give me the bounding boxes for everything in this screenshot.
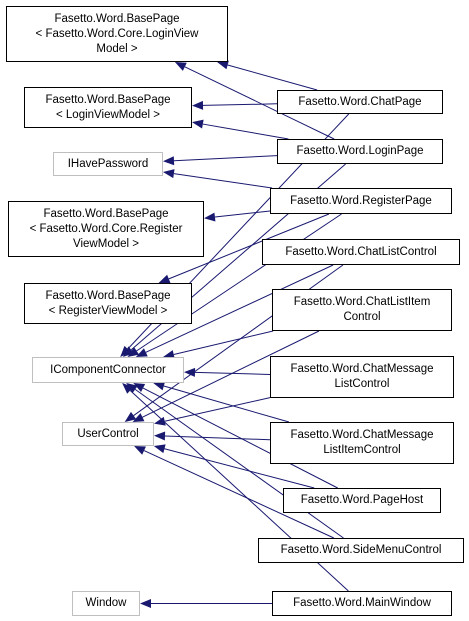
inheritance-edge <box>134 388 344 539</box>
node-label-line: Control <box>343 311 381 323</box>
node-label-line: < RegisterViewModel > <box>48 304 168 317</box>
node-label-line: ListControl <box>334 378 390 390</box>
node-loginpage[interactable]: Fasetto.Word.LoginPage <box>277 139 443 164</box>
node-label-line: Fasetto.Word.BasePage <box>45 289 171 302</box>
node-label-line: Fasetto.Word.MainWindow <box>293 597 431 609</box>
node-chatpage[interactable]: Fasetto.Word.ChatPage <box>277 90 443 114</box>
node-pagehost[interactable]: Fasetto.Word.PageHost <box>283 488 441 513</box>
edge-arrowhead <box>192 119 204 129</box>
node-basepage-loginviewmodel[interactable]: Fasetto.Word.BasePage < LoginViewModel > <box>24 87 192 128</box>
node-label-line: Fasetto.Word.ChatPage <box>298 95 422 108</box>
inheritance-edge <box>173 155 278 162</box>
edge-arrowhead <box>127 347 140 357</box>
node-label-line: < Fasetto.Word.Core.LoginView <box>35 27 199 40</box>
node-chatmessagelistitemcontrol[interactable]: Fasetto.Word.ChatMessage ListItemControl <box>270 422 454 464</box>
node-label-line: < Fasetto.Word.Core.Register <box>29 222 183 235</box>
edge-arrowhead <box>217 60 229 70</box>
node-label-line: UserControl <box>77 427 139 440</box>
node-basepage-core-loginviewmodel[interactable]: Fasetto.Word.BasePage < Fasetto.Word.Cor… <box>6 6 228 62</box>
inheritance-edge <box>184 66 335 140</box>
edge-arrowhead <box>153 381 166 391</box>
node-label-line: Fasetto.Word.ChatListItem <box>293 296 431 308</box>
inheritance-edge <box>194 371 271 375</box>
inheritance-edge <box>214 210 271 218</box>
node-label-line: Fasetto.Word.SideMenuControl <box>280 544 442 556</box>
node-label-line: IHavePassword <box>67 157 149 170</box>
node-icomponentconnector[interactable]: IComponentConnector <box>32 357 184 383</box>
edge-arrowhead <box>124 411 137 422</box>
inheritance-edge <box>202 123 289 140</box>
inheritance-edge <box>202 103 278 106</box>
inheritance-edge <box>173 173 273 189</box>
inheritance-edge <box>227 64 318 91</box>
node-label-line: Fasetto.Word.BasePage <box>54 12 180 25</box>
inheritance-edge <box>142 387 338 489</box>
inheritance-edge <box>145 264 334 353</box>
edge-arrowhead <box>154 416 166 426</box>
edge-arrowhead <box>163 156 175 166</box>
edge-arrowhead <box>132 413 145 422</box>
inheritance-edge <box>164 397 271 422</box>
node-label-line: < LoginViewModel > <box>56 108 160 121</box>
node-registerpage[interactable]: Fasetto.Word.RegisterPage <box>270 188 452 214</box>
edge-arrowhead <box>133 383 146 393</box>
node-label-line: ListItemControl <box>323 444 401 456</box>
node-label-line: Fasetto.Word.ChatListControl <box>285 245 437 258</box>
node-label-line: ViewModel > <box>73 237 139 250</box>
edge-arrowhead <box>120 345 132 357</box>
node-basepage-core-registerviewmodel[interactable]: Fasetto.Word.BasePage < Fasetto.Word.Cor… <box>8 201 204 257</box>
edge-arrowhead <box>204 212 216 222</box>
node-sidemenucontrol[interactable]: Fasetto.Word.SideMenuControl <box>258 538 464 563</box>
edge-arrowhead <box>154 431 166 441</box>
edge-arrowhead <box>158 274 171 284</box>
node-chatmessagelistcontrol[interactable]: Fasetto.Word.ChatMessage ListControl <box>270 356 454 398</box>
inheritance-edge <box>164 448 315 489</box>
node-mainwindow[interactable]: Fasetto.Word.MainWindow <box>272 591 452 616</box>
inheritance-edge <box>136 213 342 352</box>
inheritance-edge <box>164 435 271 441</box>
edge-arrowhead <box>174 62 187 71</box>
node-label-line: Fasetto.Word.BasePage <box>43 207 169 220</box>
edge-arrowhead <box>163 169 175 179</box>
inheritance-edge <box>163 385 290 423</box>
node-chatlistitemcontrol[interactable]: Fasetto.Word.ChatListItem Control <box>272 289 452 331</box>
inheritance-edge <box>173 330 274 355</box>
node-usercontrol[interactable]: UserControl <box>62 422 154 446</box>
node-ihavepassword[interactable]: IHavePassword <box>53 152 163 176</box>
node-label-line: Fasetto.Word.PageHost <box>300 494 424 506</box>
edge-arrowhead <box>135 348 148 357</box>
node-label-line: Fasetto.Word.LoginPage <box>296 145 424 157</box>
edge-arrowhead <box>140 599 151 608</box>
edge-arrowhead <box>122 346 135 357</box>
inheritance-edge <box>143 450 335 539</box>
edge-arrowhead <box>163 350 175 359</box>
edge-arrowhead <box>184 367 196 377</box>
edge-arrowhead <box>192 100 204 110</box>
node-label-line: Fasetto.Word.RegisterPage <box>290 194 432 207</box>
node-window[interactable]: Window <box>72 591 140 616</box>
inheritance-edge <box>168 213 330 280</box>
edge-arrowhead <box>134 446 146 455</box>
node-label-line: Fasetto.Word.BasePage <box>45 93 171 106</box>
edge-arrowhead <box>122 383 134 394</box>
node-chatlistcontrol[interactable]: Fasetto.Word.ChatListControl <box>262 239 460 265</box>
edge-arrowhead <box>153 444 166 454</box>
node-basepage-registerviewmodel[interactable]: Fasetto.Word.BasePage < RegisterViewMode… <box>24 283 192 324</box>
node-label-line: Fasetto.Word.ChatMessage <box>290 363 434 375</box>
node-label-line: Fasetto.Word.ChatMessage <box>290 429 434 441</box>
node-label-line: IComponentConnector <box>50 363 166 376</box>
node-label-line: Window <box>85 597 127 609</box>
node-label-line: Model > <box>96 42 138 55</box>
